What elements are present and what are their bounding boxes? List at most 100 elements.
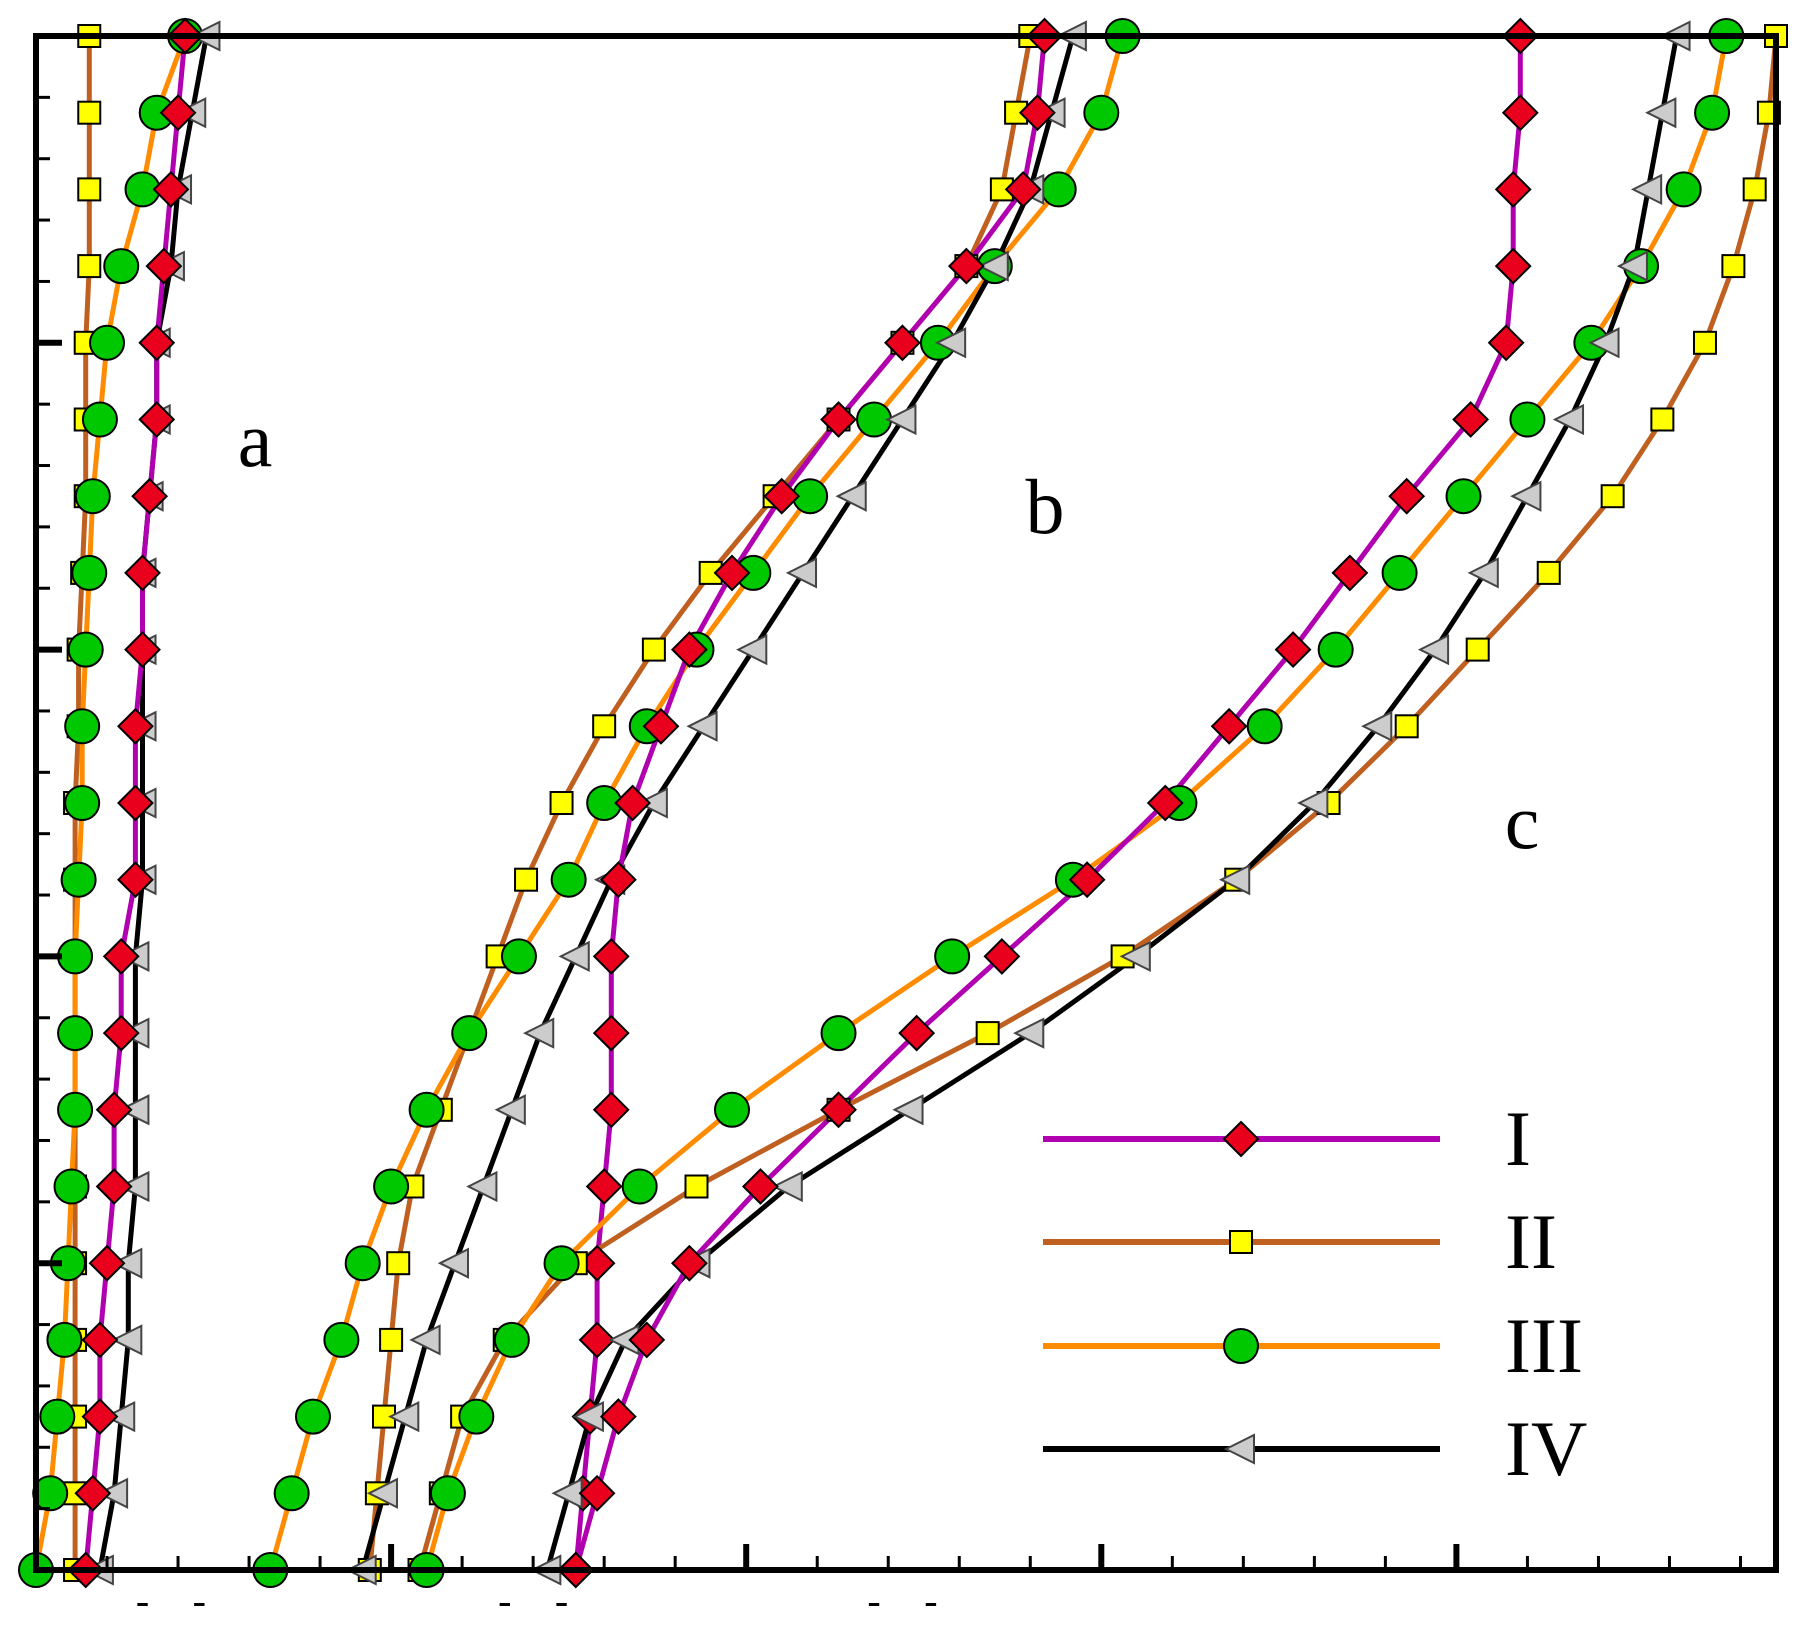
data-point-a-I-14 — [131, 477, 169, 515]
data-point-a-IV-2 — [103, 1400, 136, 1433]
data-point-c-III-12 — [1317, 631, 1354, 668]
data-point-c-II-7 — [975, 1021, 1000, 1046]
data-point-b-III-8 — [500, 938, 537, 975]
data-point-a-I-2 — [81, 1398, 119, 1436]
legend-label-I: I — [1505, 1095, 1531, 1182]
data-point-a-I-19 — [159, 94, 197, 132]
data-point-c-IV-15 — [1552, 403, 1585, 436]
data-point-c-I-17 — [1494, 247, 1532, 285]
data-point-c-III-1 — [429, 1475, 466, 1512]
data-point-c-I-10 — [1146, 784, 1184, 822]
data-point-c-I-16 — [1487, 324, 1525, 362]
data-point-c-IV-11 — [1361, 710, 1393, 742]
data-point-b-II-4 — [386, 1251, 411, 1276]
x-tick-label-2: - — [498, 1578, 511, 1623]
data-point-c-I-3 — [628, 1321, 666, 1359]
data-point-c-II-5 — [684, 1174, 709, 1199]
data-point-a-III-7 — [57, 1015, 94, 1052]
data-point-b-I-11 — [642, 707, 680, 745]
data-point-a-I-15 — [138, 401, 176, 438]
data-point-c-I-4 — [670, 1244, 708, 1282]
data-point-b-II-3 — [379, 1327, 404, 1352]
data-point-b-I-13 — [713, 554, 751, 592]
data-point-a-IV-5 — [118, 1170, 150, 1203]
data-point-c-I-9 — [1068, 861, 1106, 899]
data-point-b-III-2 — [294, 1398, 331, 1435]
x-tick-label-0: - — [136, 1578, 149, 1623]
data-point-a-II-18 — [77, 177, 102, 202]
data-point-b-I-16 — [884, 324, 921, 362]
data-point-c-IV-8 — [1119, 940, 1151, 973]
data-point-a-III-13 — [71, 554, 108, 591]
data-point-a-I-17 — [145, 247, 183, 285]
data-point-c-IV-5 — [771, 1170, 803, 1203]
data-point-a-II-19 — [77, 100, 102, 125]
panel-label-a: a — [238, 396, 273, 483]
data-point-c-III-13 — [1381, 554, 1418, 591]
data-point-a-III-16 — [89, 324, 126, 361]
data-point-c-IV-7 — [1013, 1017, 1045, 1049]
data-point-c-III-11 — [1246, 708, 1283, 745]
data-point-b-I-5 — [585, 1168, 623, 1205]
data-point-c-I-19 — [1501, 94, 1539, 132]
data-point-c-IV-18 — [1630, 173, 1663, 206]
data-point-a-I-16 — [138, 324, 176, 362]
data-point-c-III-7 — [820, 1015, 857, 1052]
data-point-a-III-3 — [46, 1321, 83, 1358]
x-tick-label-5: - — [924, 1578, 937, 1623]
data-point-a-IV-1 — [96, 1477, 129, 1509]
data-point-c-II-14 — [1600, 484, 1625, 509]
data-point-b-I-3 — [578, 1321, 616, 1359]
data-point-b-III-7 — [451, 1015, 488, 1052]
axes-group: ------ — [33, 33, 1779, 1623]
data-point-a-III-5 — [53, 1168, 90, 1205]
legend-marker-III — [1223, 1328, 1259, 1364]
data-point-b-IV-8 — [558, 940, 590, 973]
data-point-c-I-15 — [1452, 401, 1490, 438]
panel-label-c: c — [1505, 778, 1540, 865]
data-point-a-I-8 — [102, 937, 140, 975]
data-point-c-IV-10 — [1297, 787, 1329, 819]
legend-marker-II — [1229, 1230, 1253, 1254]
data-point-c-IV-9 — [1219, 864, 1251, 896]
data-point-c-I-14 — [1388, 477, 1426, 515]
data-point-c-I-8 — [983, 937, 1021, 975]
data-point-c-III-8 — [934, 938, 971, 975]
data-point-a-III-8 — [57, 938, 94, 975]
data-point-b-III-19 — [1083, 94, 1120, 131]
data-point-c-III-5 — [621, 1168, 658, 1205]
data-point-a-III-6 — [57, 1091, 94, 1128]
legend-label-III: III — [1505, 1302, 1583, 1389]
data-point-b-IV-4 — [437, 1247, 470, 1279]
data-point-a-III-12 — [67, 631, 104, 668]
data-point-a-III-10 — [64, 785, 101, 821]
data-point-b-I-6 — [592, 1091, 630, 1129]
data-point-b-II-10 — [549, 791, 574, 815]
data-point-c-IV-14 — [1510, 480, 1542, 512]
data-point-c-II-12 — [1465, 637, 1490, 662]
data-point-a-I-1 — [74, 1474, 112, 1512]
data-point-b-II-11 — [592, 714, 617, 739]
data-point-a-IV-6 — [118, 1094, 150, 1126]
data-point-b-IV-1 — [366, 1477, 398, 1509]
data-point-b-I-17 — [947, 247, 985, 285]
data-point-a-I-18 — [152, 170, 190, 208]
data-point-c-I-7 — [898, 1014, 936, 1052]
data-point-b-IV-14 — [835, 480, 867, 512]
data-point-a-III-14 — [74, 478, 111, 515]
data-point-b-IV-7 — [523, 1017, 555, 1049]
data-point-b-II-9 — [514, 867, 539, 892]
data-point-a-III-15 — [81, 401, 118, 438]
data-point-c-II-15 — [1650, 407, 1675, 432]
data-point-b-III-3 — [323, 1321, 360, 1358]
data-point-b-IV-15 — [885, 403, 917, 436]
data-point-c-I-2 — [599, 1398, 637, 1436]
data-point-b-IV-13 — [785, 557, 818, 589]
data-point-b-III-9 — [550, 861, 587, 898]
data-point-c-IV-13 — [1467, 557, 1499, 589]
data-point-c-IV-6 — [892, 1094, 924, 1126]
data-point-a-III-2 — [39, 1398, 76, 1435]
data-point-b-III-18 — [1040, 171, 1077, 208]
